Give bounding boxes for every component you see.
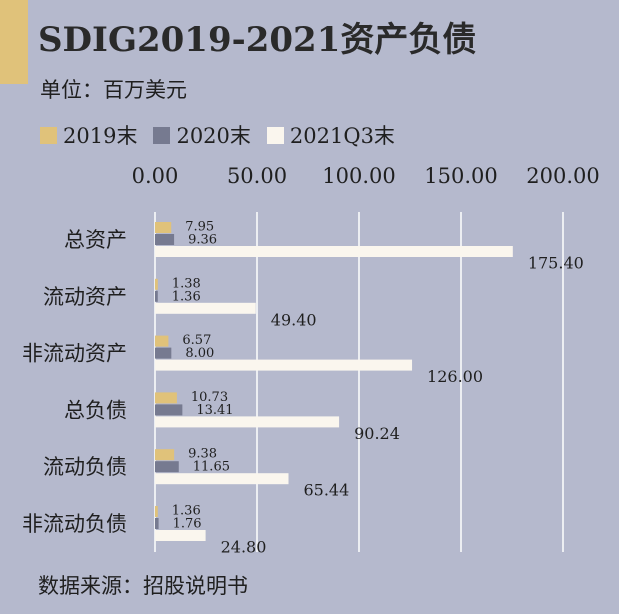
unit-label: 单位：百万美元 xyxy=(40,78,187,102)
category-label: 非流动负债 xyxy=(22,512,127,536)
x-tick-label: 50.00 xyxy=(227,164,287,188)
data-label: 24.80 xyxy=(221,538,267,557)
category-label: 总资产 xyxy=(64,228,127,252)
legend-label-2020: 2020末 xyxy=(176,124,251,148)
data-label: 11.65 xyxy=(193,460,230,475)
data-label: 9.38 xyxy=(188,447,217,462)
data-label: 9.36 xyxy=(188,233,217,248)
bar xyxy=(155,347,172,359)
data-label: 1.36 xyxy=(172,289,201,304)
data-label: 1.36 xyxy=(172,504,201,519)
bar xyxy=(155,449,175,461)
bar xyxy=(155,392,177,404)
data-label: 7.95 xyxy=(185,220,214,235)
bar xyxy=(155,222,172,233)
legend-swatch-2019 xyxy=(40,126,57,144)
bar xyxy=(155,302,256,314)
category-label: 非流动资产 xyxy=(22,342,127,366)
data-label: 49.40 xyxy=(271,310,317,329)
legend-label-2019: 2019末 xyxy=(63,124,138,148)
data-label: 6.57 xyxy=(182,333,211,348)
bar xyxy=(155,246,513,257)
data-label: 90.24 xyxy=(354,424,400,443)
data-label: 126.00 xyxy=(427,367,483,386)
source-note: 数据来源：招股说明书 xyxy=(38,574,248,598)
x-tick-label: 0.00 xyxy=(132,164,179,188)
bar xyxy=(155,506,158,517)
bar xyxy=(155,290,158,302)
data-label: 10.73 xyxy=(191,390,228,405)
bar xyxy=(155,335,169,347)
title-accent-bar xyxy=(0,0,28,84)
bar-chart: 0.00 50.00 100.00 150.00 200.00 总资产 7.959.36 17… xyxy=(22,164,600,557)
x-tick-label: 100.00 xyxy=(322,164,395,188)
legend-item-2021q3: 2021Q3末 xyxy=(266,120,395,150)
data-label: 65.44 xyxy=(303,481,349,500)
legend-item-2019: 2019末 xyxy=(40,120,137,150)
category-label: 流动负债 xyxy=(43,455,127,479)
bar xyxy=(155,404,183,416)
bar xyxy=(155,461,179,473)
bar xyxy=(155,518,159,529)
data-label: 13.41 xyxy=(196,403,233,418)
bar xyxy=(155,359,413,371)
bar xyxy=(155,473,289,485)
legend-label-2021q3: 2021Q3末 xyxy=(289,124,395,148)
bar xyxy=(155,234,175,245)
x-tick-label: 200.00 xyxy=(526,164,599,188)
data-label: 175.40 xyxy=(528,254,584,273)
data-label: 8.00 xyxy=(185,346,214,361)
data-label: 1.76 xyxy=(173,517,202,532)
legend-swatch-2020 xyxy=(153,126,171,144)
legend-item-2020: 2020末 xyxy=(153,120,251,150)
chart-title: SDIG2019-2021资产负债 xyxy=(38,20,477,60)
legend-swatch-2021q3 xyxy=(266,126,284,144)
bar xyxy=(155,278,158,290)
category-label: 流动资产 xyxy=(43,285,127,309)
bar xyxy=(155,416,340,428)
category-label: 总负债 xyxy=(64,398,127,422)
data-label: 1.38 xyxy=(172,276,201,291)
legend: 2019末 2020末 2021Q3末 xyxy=(40,120,411,150)
bar xyxy=(155,530,206,541)
x-tick-label: 150.00 xyxy=(424,164,497,188)
